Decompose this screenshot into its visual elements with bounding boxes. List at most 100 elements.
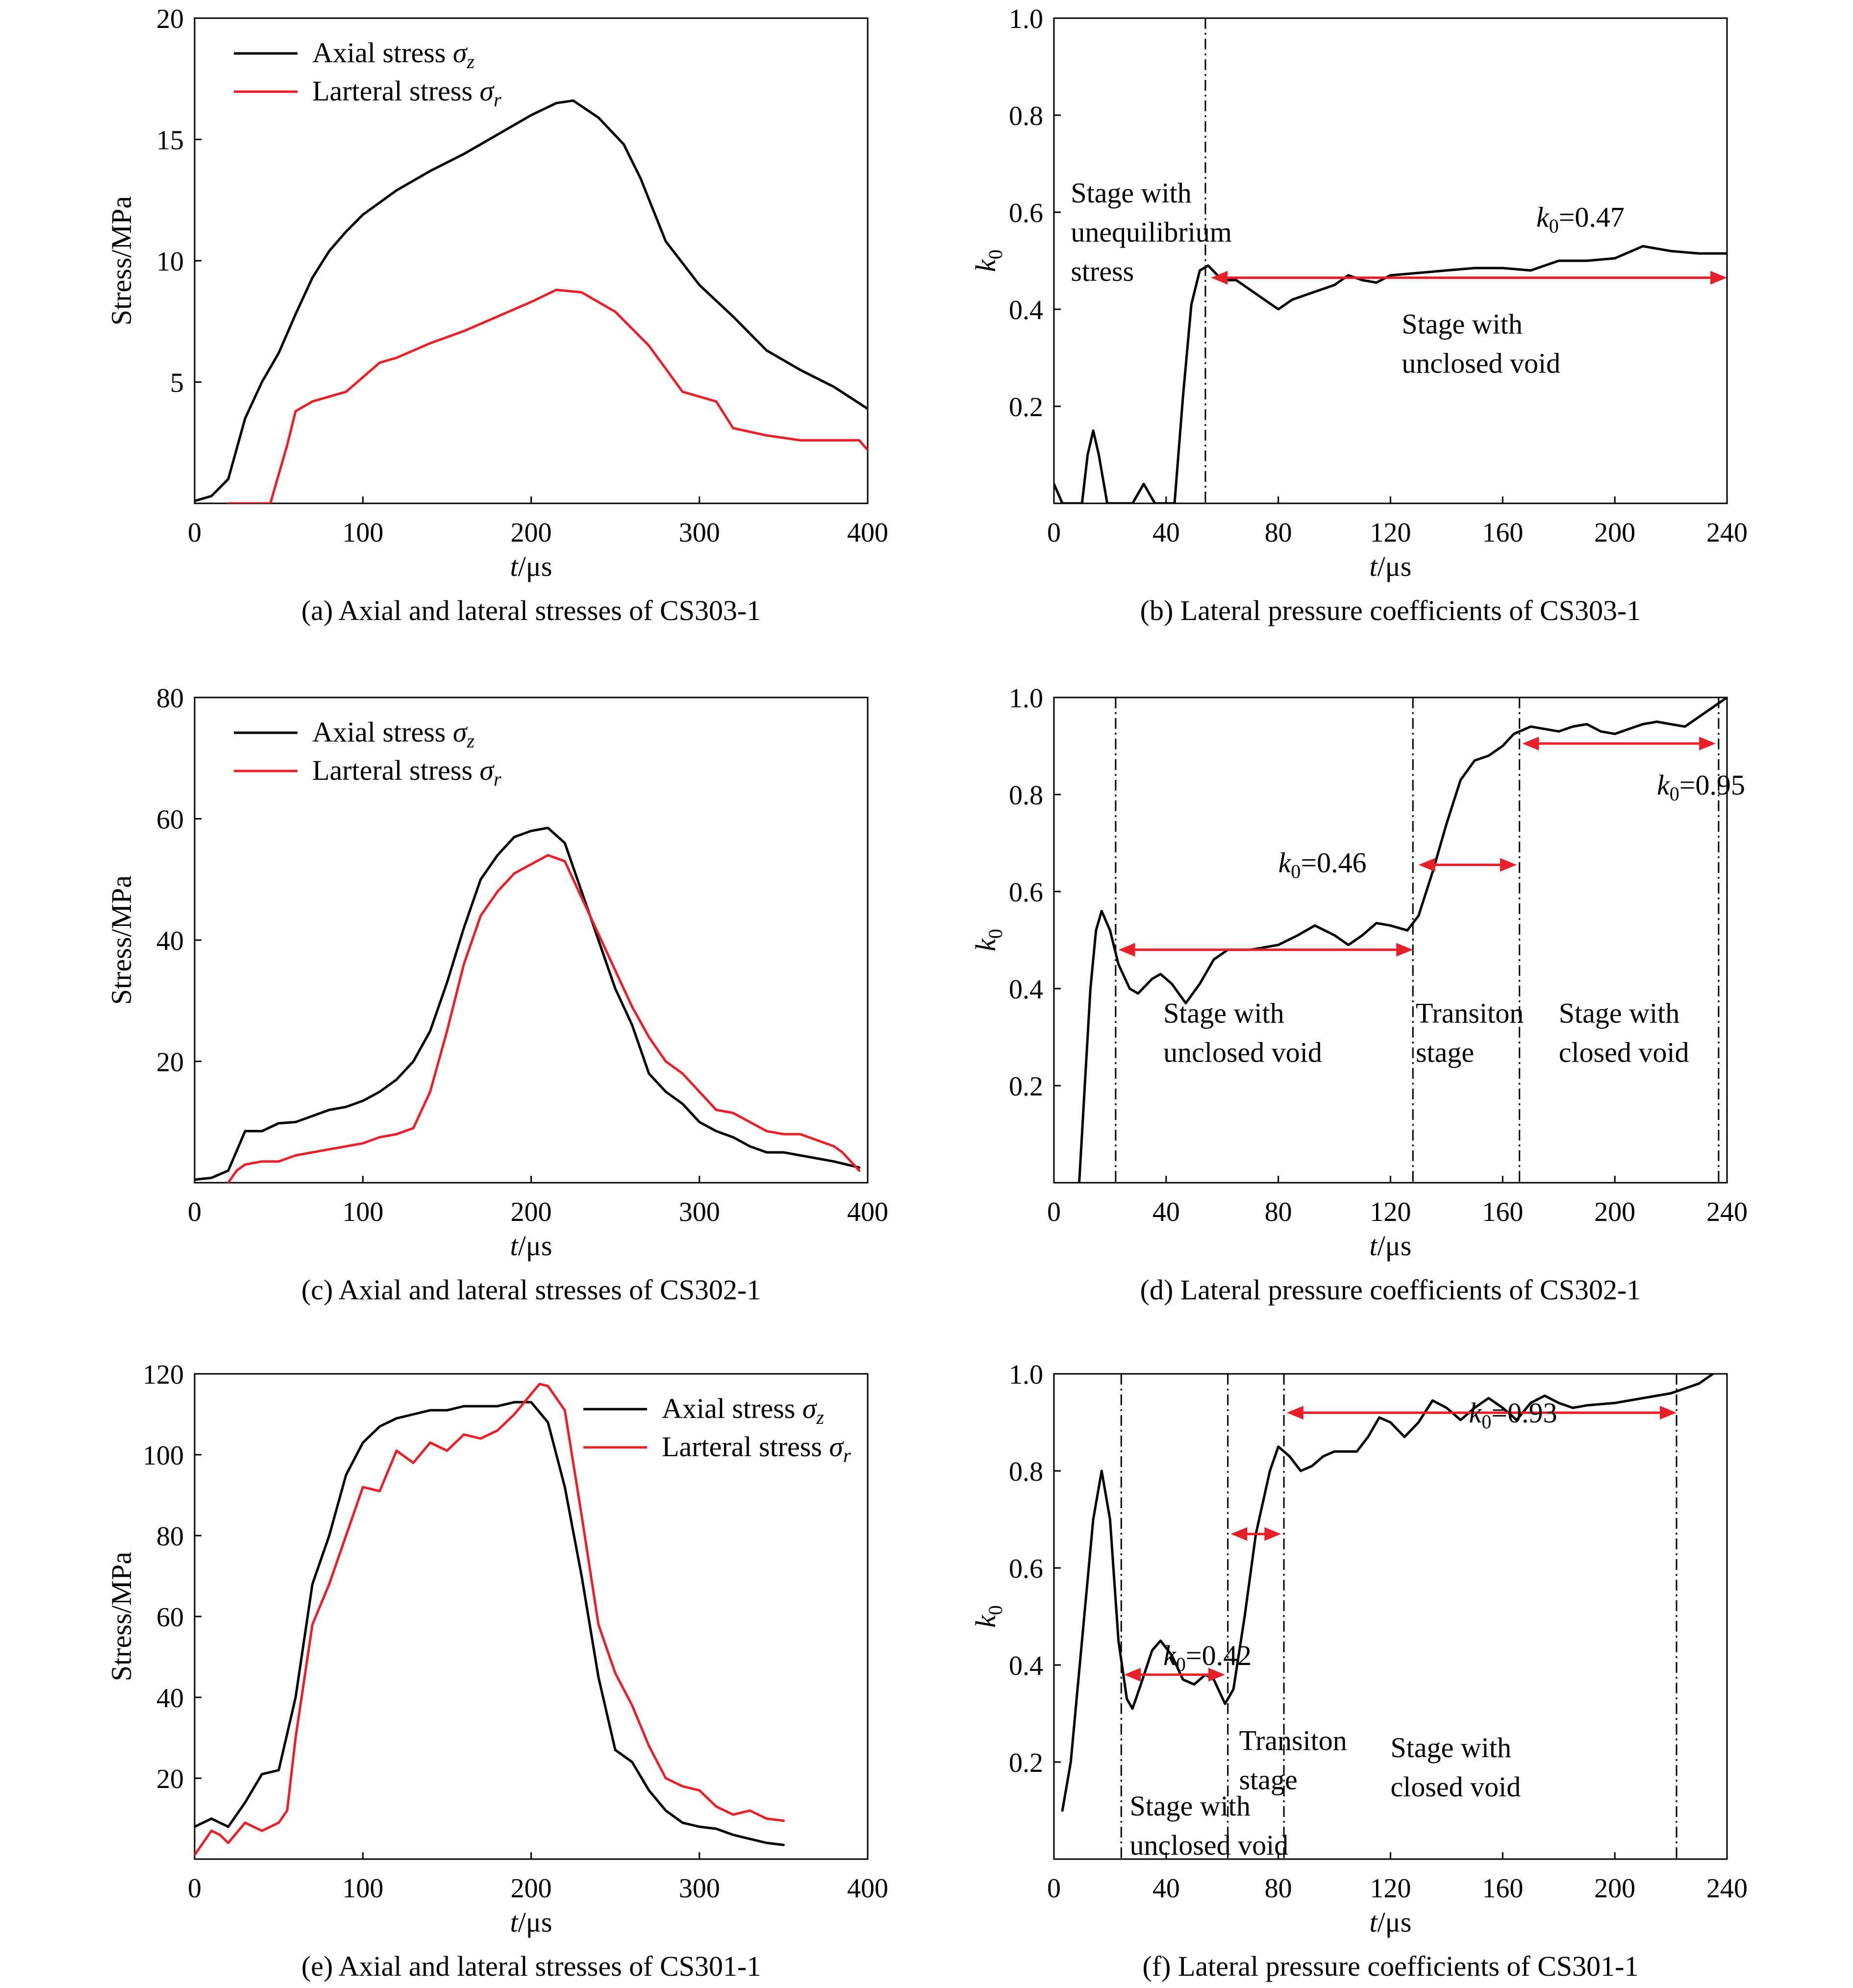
stage-annotation-line: stress xyxy=(1071,255,1134,287)
panel-caption: (f) Lateral pressure coefficients of CS3… xyxy=(1143,1950,1639,1982)
x-axis-label-var: t xyxy=(1370,1230,1378,1262)
y-tick-label: 20 xyxy=(156,4,184,34)
y-tick-label: 0.8 xyxy=(1009,101,1043,131)
legend-label: Axial stress σz xyxy=(312,37,475,73)
y-tick-label: 5 xyxy=(170,368,184,398)
range-arrow-head-right xyxy=(1396,943,1413,957)
chart-c: 0 100 200 300 400 20 40 60 80 t/μs Stress/MPa (c) A… xyxy=(105,683,888,1306)
x-tick-label: 240 xyxy=(1706,1197,1748,1227)
k0-var: k xyxy=(1536,201,1550,233)
legend-symbol: σ xyxy=(829,1431,844,1463)
chart-d: 0 40 80 120 160 200 2400.20.40.60.81.0t/μsk0(d… xyxy=(970,683,1748,1306)
x-tick-label: 0 xyxy=(188,1873,201,1904)
stage-annotation-line: closed void xyxy=(1559,1036,1689,1068)
chart-b: 0 40 80 120 160 200 2400.20.40.60.81.0t/μsk0(b… xyxy=(970,4,1748,626)
y-tick-label: 0.8 xyxy=(1009,1457,1043,1487)
x-tick-label: 0 xyxy=(1047,1873,1061,1904)
y-tick-label: 20 xyxy=(156,1047,184,1078)
y-axis-label: k0 xyxy=(970,1605,1006,1628)
series-line-k0 xyxy=(1061,1374,1714,1812)
series-group xyxy=(1078,697,1727,1183)
legend-sub: r xyxy=(843,1444,851,1466)
k0-var: k xyxy=(1657,769,1670,801)
y-tick-label: 1.0 xyxy=(1009,1360,1043,1390)
x-axis-label-unit: /μs xyxy=(1377,550,1412,582)
stage-annotation-line: stage xyxy=(1416,1036,1474,1068)
k0-sub: 0 xyxy=(1481,1411,1491,1433)
y-tick-label: 0.2 xyxy=(1009,392,1043,422)
series-line-r xyxy=(195,1383,785,1857)
legend-name: Larteral stress xyxy=(312,754,473,786)
x-tick-label: 200 xyxy=(511,518,552,548)
y-axis-label-var: k xyxy=(970,938,1002,951)
y-tick-label: 100 xyxy=(143,1441,184,1471)
series-line-k0 xyxy=(1078,697,1727,1183)
y-tick-label: 0.2 xyxy=(1009,1748,1043,1778)
stage-annotation-line: Stage with xyxy=(1163,997,1284,1029)
y-tick-label: 20 xyxy=(156,1764,184,1794)
x-axis-label: t/μs xyxy=(510,1230,552,1262)
k0-value: =0.46 xyxy=(1301,846,1366,878)
x-axis-label-unit: /μs xyxy=(1377,1906,1412,1938)
x-tick-label: 0 xyxy=(1047,1197,1061,1227)
x-axis-label: t/μs xyxy=(1370,550,1412,582)
chart-f: 0 40 80 120 160 200 2400.20.40.60.81.0t/μsk0(f… xyxy=(970,1360,1748,1982)
panel-caption: (c) Axial and lateral stresses of CS302-… xyxy=(301,1274,761,1306)
y-tick-label: 0.4 xyxy=(1009,974,1043,1005)
legend-space xyxy=(446,716,453,748)
y-tick-label: 0.6 xyxy=(1009,1554,1043,1584)
legend-sub: z xyxy=(466,50,475,73)
x-axis-label-unit: /μs xyxy=(1377,1230,1412,1262)
x-axis-label: t/μs xyxy=(510,1906,552,1938)
x-axis-label-unit: /μs xyxy=(518,1230,552,1262)
x-axis-label-var: t xyxy=(510,1906,519,1938)
legend-symbol: σ xyxy=(479,75,495,107)
x-axis-label-var: t xyxy=(1370,550,1378,582)
series-group xyxy=(195,826,861,1183)
stage-annotation-line: unequilibrium xyxy=(1071,216,1232,248)
y-axis-label-sub: 0 xyxy=(984,929,1006,939)
series-line-z xyxy=(195,1401,785,1846)
chart-a: 0 100 200 300 400 5 10 15 20 t/μs Stress/MPa (a) Ax… xyxy=(105,4,888,626)
legend-label: Larteral stress σr xyxy=(312,754,501,790)
y-tick-label: 0.8 xyxy=(1009,780,1043,811)
k0-sub: 0 xyxy=(1176,1653,1186,1675)
y-tick-label: 60 xyxy=(156,805,184,835)
series-group xyxy=(195,99,868,503)
x-axis-label: t/μs xyxy=(1370,1906,1412,1938)
range-arrow-head-left xyxy=(1522,737,1539,751)
x-tick-label: 0 xyxy=(1047,518,1061,548)
legend-symbol: σ xyxy=(453,37,468,69)
y-axis-label: Stress/MPa xyxy=(105,196,137,325)
legend-space xyxy=(822,1431,829,1463)
legend-sub: z xyxy=(816,1406,824,1428)
series-group xyxy=(1054,245,1727,503)
k0-sub: 0 xyxy=(1549,215,1559,237)
k0-annotation: k0=0.95 xyxy=(1657,769,1745,805)
x-axis-label-unit: /μs xyxy=(518,550,552,582)
k0-annotation: k0=0.46 xyxy=(1278,846,1367,882)
series-group xyxy=(195,1383,785,1857)
range-arrow-head-right xyxy=(1660,1406,1677,1420)
legend-space xyxy=(473,75,480,107)
legend-sub: r xyxy=(494,768,501,790)
stage-annotation-line: unclosed void xyxy=(1129,1829,1288,1861)
x-tick-label: 240 xyxy=(1706,1873,1748,1904)
legend-symbol: σ xyxy=(802,1392,818,1424)
x-tick-label: 160 xyxy=(1482,518,1523,548)
range-arrow-head-right xyxy=(1699,737,1716,751)
x-tick-label: 200 xyxy=(511,1197,552,1227)
stage-annotation-line: closed void xyxy=(1391,1771,1521,1803)
legend-space xyxy=(473,754,480,786)
y-axis-label: k0 xyxy=(970,249,1006,272)
x-tick-label: 40 xyxy=(1152,518,1180,548)
x-tick-label: 200 xyxy=(511,1873,552,1904)
legend-label: Axial stress σz xyxy=(312,716,475,752)
legend-label: Larteral stress σr xyxy=(662,1431,851,1466)
stage-annotation-line: stage xyxy=(1239,1764,1298,1795)
legend-name: Axial stress xyxy=(662,1392,795,1424)
x-tick-label: 80 xyxy=(1265,1197,1292,1227)
legend-name: Axial stress xyxy=(312,37,446,69)
k0-annotation: k0=0.47 xyxy=(1536,201,1625,237)
k0-sub: 0 xyxy=(1670,783,1679,805)
